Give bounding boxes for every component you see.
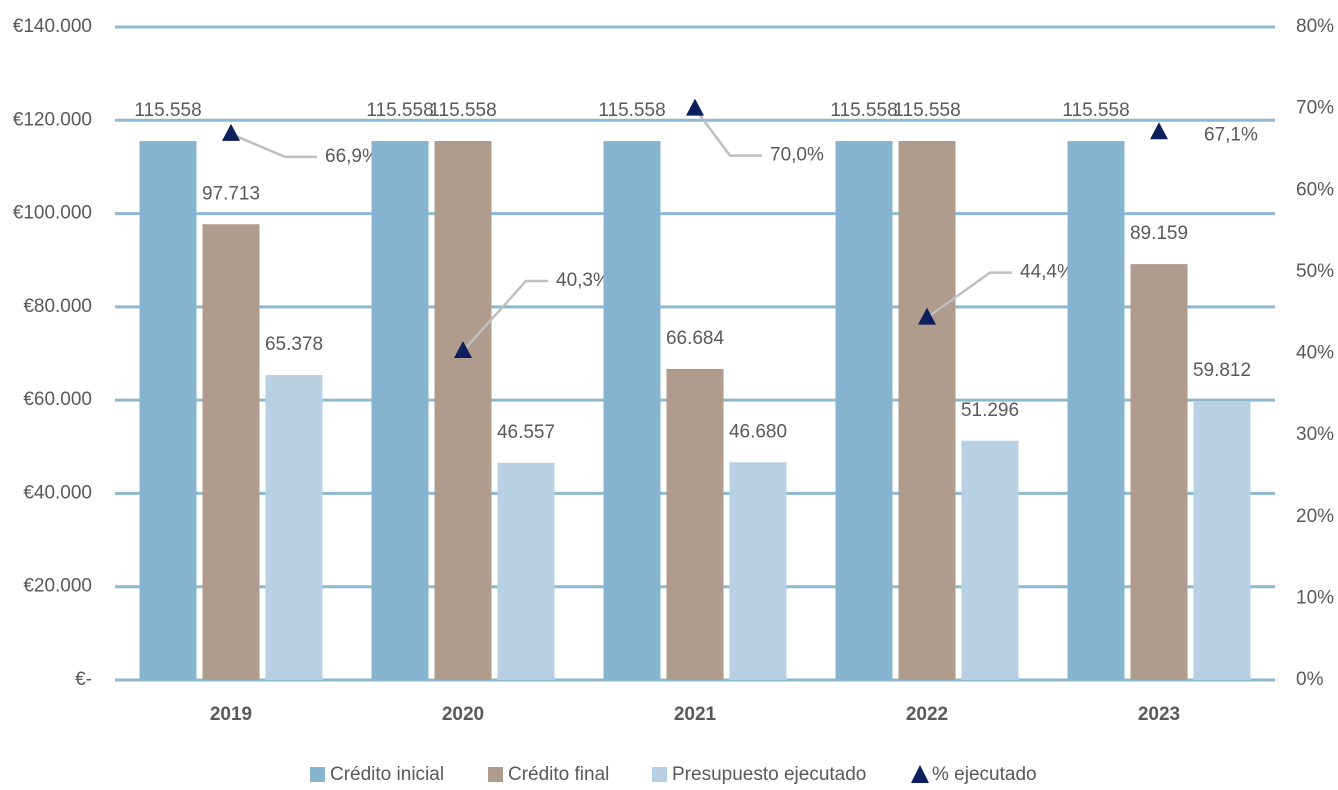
x-tick-label: 2021 [674,704,717,725]
y-tick-label: €20.000 [23,576,92,597]
data-label: 115.558 [830,100,897,121]
bar [371,141,429,681]
y2-tick-label: 0% [1296,669,1324,690]
data-label: 115.558 [366,100,433,121]
data-label: 65.378 [265,334,323,355]
bar [666,368,724,680]
legend-label: Crédito inicial [330,764,444,785]
bar [1130,264,1188,680]
bar [961,440,1019,680]
bar [1067,141,1125,681]
y-tick-label: €60.000 [23,389,92,410]
data-label: 66,9% [325,146,379,167]
data-label: 89.159 [1130,223,1188,244]
x-tick-label: 2019 [210,704,252,725]
data-label: 59.812 [1193,360,1251,381]
legend-label: Presupuesto ejecutado [672,764,866,785]
leader-line [462,279,548,352]
data-label: 97.713 [202,183,260,204]
legend-label: Crédito final [508,764,609,785]
y-tick-label: €120.000 [13,109,92,130]
data-label: 51.296 [961,400,1019,421]
x-tick-label: 2022 [906,704,948,725]
leader-line [926,271,1012,319]
y-tick-label: €40.000 [23,482,92,503]
bar [835,141,893,681]
data-label: 115.558 [429,100,496,121]
bar [729,462,787,680]
data-label: 46.680 [729,421,787,442]
data-label: 44,4% [1020,262,1074,283]
bar [434,141,492,681]
data-label: 40,3% [556,270,610,291]
legend-swatch [310,767,325,782]
bar [898,141,956,681]
bar [202,224,260,680]
data-label: 46.557 [497,422,555,443]
y2-tick-label: 30% [1296,424,1334,445]
x-tick-label: 2023 [1138,704,1180,725]
leader-line [693,107,762,157]
bar [1193,401,1251,680]
y2-tick-label: 80% [1296,16,1334,37]
x-tick-label: 2020 [442,704,484,725]
data-label: 70,0% [770,145,824,166]
y2-tick-label: 10% [1296,587,1334,608]
y-tick-label: €100.000 [13,203,92,224]
y2-tick-label: 40% [1296,343,1334,364]
y2-tick-label: 70% [1296,98,1334,119]
data-label: 67,1% [1204,124,1258,145]
legend-label: % ejecutado [932,764,1037,785]
bar [497,462,555,680]
legend-swatch [652,767,667,782]
data-label: 66.684 [666,328,725,349]
marker [1150,122,1168,140]
legend-swatch [488,767,503,782]
y2-tick-label: 20% [1296,506,1334,527]
y-tick-label: €140.000 [13,16,92,37]
y-tick-label: €80.000 [23,296,92,317]
data-label: 115.558 [893,100,960,121]
bar [603,141,661,681]
legend-marker [911,765,929,783]
marker [686,98,704,116]
bar [265,375,323,680]
marker [918,307,936,325]
y2-tick-label: 50% [1296,261,1334,282]
data-label: 115.558 [1062,100,1129,121]
marker [222,123,240,141]
data-label: 115.558 [598,100,665,121]
marker [454,341,472,359]
leader-line [230,132,317,159]
y2-tick-label: 60% [1296,179,1334,200]
y-tick-label: €- [75,669,92,690]
bar [139,141,197,681]
data-label: 115.558 [134,100,201,121]
